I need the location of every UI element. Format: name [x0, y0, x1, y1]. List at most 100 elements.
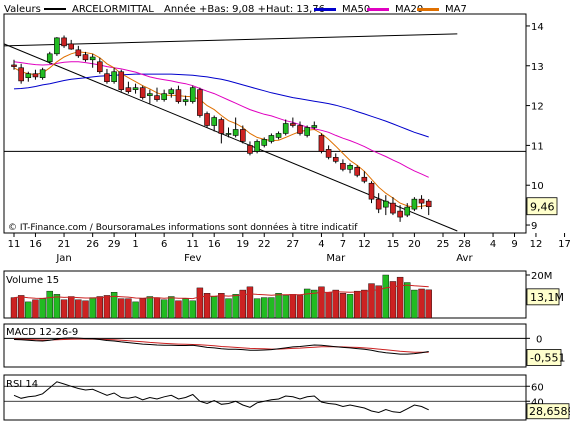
candle-body — [404, 206, 411, 216]
candle — [225, 127, 232, 138]
volume-bar — [239, 289, 247, 319]
candle-body — [75, 49, 82, 57]
volume-bar — [389, 281, 397, 319]
rsi-line — [13, 381, 429, 414]
candle — [204, 111, 210, 128]
volume-bar — [53, 294, 61, 319]
volume-bar — [325, 292, 332, 319]
x-tick-label: 6 — [161, 239, 167, 250]
candle-body — [154, 95, 160, 100]
candle-body — [182, 99, 189, 102]
candle — [25, 71, 32, 82]
candle-body — [390, 202, 396, 214]
x-tick-label: 17 — [558, 239, 570, 250]
x-tick-label: 19 — [236, 239, 249, 250]
rsi-title: RSI 14 — [6, 379, 38, 390]
candle-body — [111, 71, 117, 82]
volume-bar — [261, 297, 268, 319]
candle — [340, 159, 346, 172]
macd-line — [13, 337, 429, 355]
label-valeurs: Valeurs — [4, 4, 41, 15]
volume-bar — [382, 274, 389, 319]
volume-bar — [89, 297, 96, 319]
candle — [168, 87, 175, 98]
volume-bar — [425, 289, 432, 319]
x-tick-label: 20 — [408, 239, 421, 250]
candle-body — [340, 163, 346, 170]
volume-bar — [375, 285, 382, 319]
candle-body — [347, 165, 353, 170]
rsi-panel-frame — [3, 374, 527, 421]
candle — [97, 57, 103, 74]
candle-body — [361, 176, 368, 182]
candle-body — [54, 37, 60, 55]
volume-bar — [67, 296, 75, 319]
candle-body — [125, 87, 132, 92]
candle-body — [161, 93, 167, 100]
volume-bar — [318, 286, 325, 319]
price-panel: 9 10 11 12 13 14 9,46 © IT-Finance.com / Bourso… — [3, 22, 558, 233]
candle — [125, 81, 132, 94]
candle-body — [254, 141, 260, 152]
volume-bar — [232, 294, 239, 319]
candle-body — [25, 73, 32, 79]
volume-bar — [225, 298, 232, 319]
ma50-swatch — [314, 7, 336, 11]
volume-bar — [218, 293, 225, 319]
x-tick-label: 11 — [8, 239, 21, 250]
volume-panel: Volume 15 20M 13,1M — [6, 271, 564, 319]
volume-bar — [146, 296, 154, 319]
x-tick-label: 29 — [108, 239, 121, 250]
candle-body — [282, 123, 289, 134]
legend-ma50: MA50 — [314, 3, 370, 17]
candle-body — [397, 210, 403, 218]
volume-bar — [175, 300, 182, 319]
x-tick-label: 22 — [258, 239, 271, 250]
candle — [54, 37, 60, 56]
candle — [154, 87, 160, 102]
x-tick-label: 1 — [132, 239, 138, 250]
candle-body — [82, 54, 89, 61]
candle — [375, 193, 382, 214]
candle-body — [418, 198, 425, 204]
candle-body — [89, 56, 96, 61]
candle-body — [197, 89, 203, 116]
candle — [197, 87, 203, 118]
macd-panel-frame — [3, 323, 527, 368]
candle-body — [211, 117, 217, 126]
candle-body — [97, 61, 103, 73]
candle-body — [318, 135, 325, 152]
volume-bar — [396, 276, 404, 319]
candle-body — [368, 182, 375, 200]
x-tick-label: 7 — [340, 239, 346, 250]
candle — [354, 165, 361, 178]
volume-bar — [46, 290, 53, 319]
volume-bar — [346, 294, 354, 319]
candle — [275, 131, 282, 140]
x-tick-label: 11 — [186, 239, 199, 250]
volume-bar — [253, 298, 261, 319]
x-tick-label: 4 — [318, 239, 324, 250]
candle — [147, 89, 153, 104]
volume-bar — [168, 296, 175, 319]
candle — [268, 133, 275, 144]
candle — [411, 197, 418, 212]
candle — [11, 59, 17, 70]
candle — [282, 119, 289, 136]
macd-last-box — [526, 349, 562, 366]
candle — [89, 53, 96, 68]
copyright-note: © IT-Finance.com / BoursoramaLes informa… — [8, 222, 358, 233]
candle — [111, 67, 117, 84]
volume-bar — [332, 289, 339, 319]
volume-bar — [203, 293, 211, 319]
volume-bar — [75, 299, 82, 319]
candle-body — [204, 113, 210, 126]
candle-body — [325, 149, 332, 158]
candle-body — [32, 73, 39, 78]
candle-body — [139, 87, 146, 98]
x-tick-label: 16 — [208, 239, 221, 250]
candle-body — [311, 125, 318, 128]
candle — [397, 205, 403, 222]
